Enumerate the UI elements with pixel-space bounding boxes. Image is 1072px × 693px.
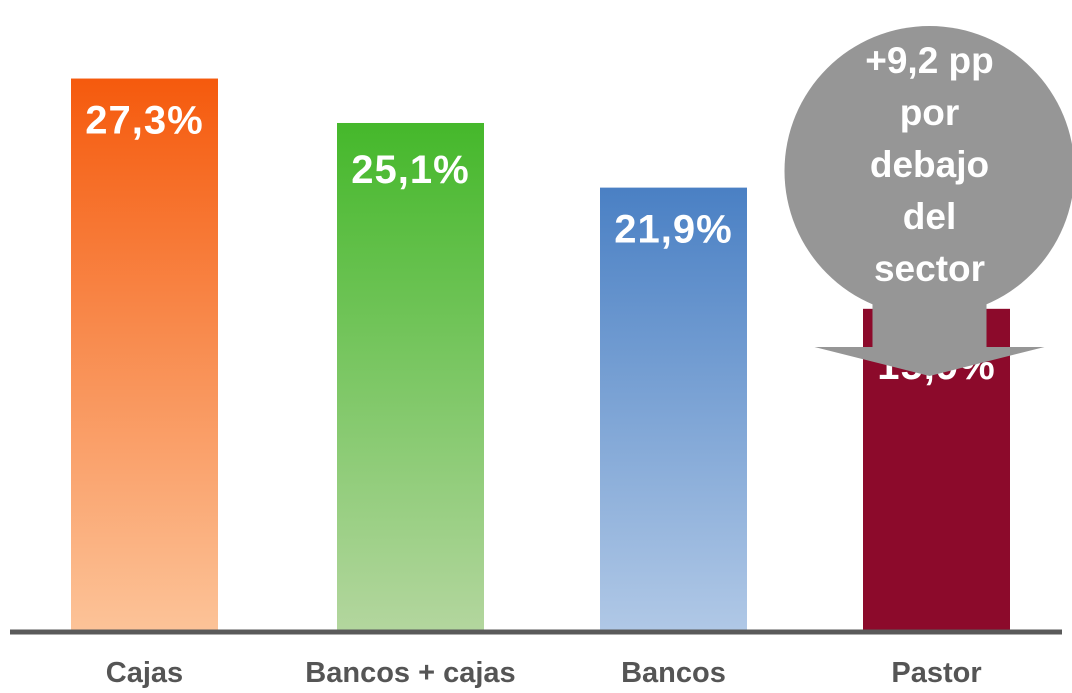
bar-bancos-cajas bbox=[337, 122, 484, 630]
bar-bancos bbox=[600, 187, 747, 630]
callout-text-line: +9,2 pp bbox=[865, 40, 994, 81]
data-label-bancos: 21,9% bbox=[614, 208, 732, 252]
callout-text-line: sector bbox=[874, 248, 985, 289]
callout-text-line: debajo bbox=[870, 144, 989, 185]
data-label-cajas: 27,3% bbox=[85, 99, 203, 143]
bar-cajas bbox=[71, 78, 218, 631]
callout-text-line: por bbox=[900, 92, 960, 133]
callout-arrow bbox=[814, 270, 1045, 376]
data-label-bancos-cajas: 25,1% bbox=[351, 148, 469, 192]
category-label-cajas: Cajas bbox=[106, 657, 183, 689]
category-label-pastor: Pastor bbox=[891, 657, 981, 689]
category-label-bancos-cajas: Bancos + cajas bbox=[305, 657, 515, 689]
callout-text-line: del bbox=[903, 196, 956, 237]
callout-annotation: +9,2 pp por debajo del sector bbox=[784, 26, 1072, 376]
callout-bubble bbox=[784, 26, 1072, 316]
category-labels: Cajas Bancos + cajas Bancos Pastor bbox=[106, 657, 982, 689]
category-label-bancos: Bancos bbox=[621, 657, 726, 689]
